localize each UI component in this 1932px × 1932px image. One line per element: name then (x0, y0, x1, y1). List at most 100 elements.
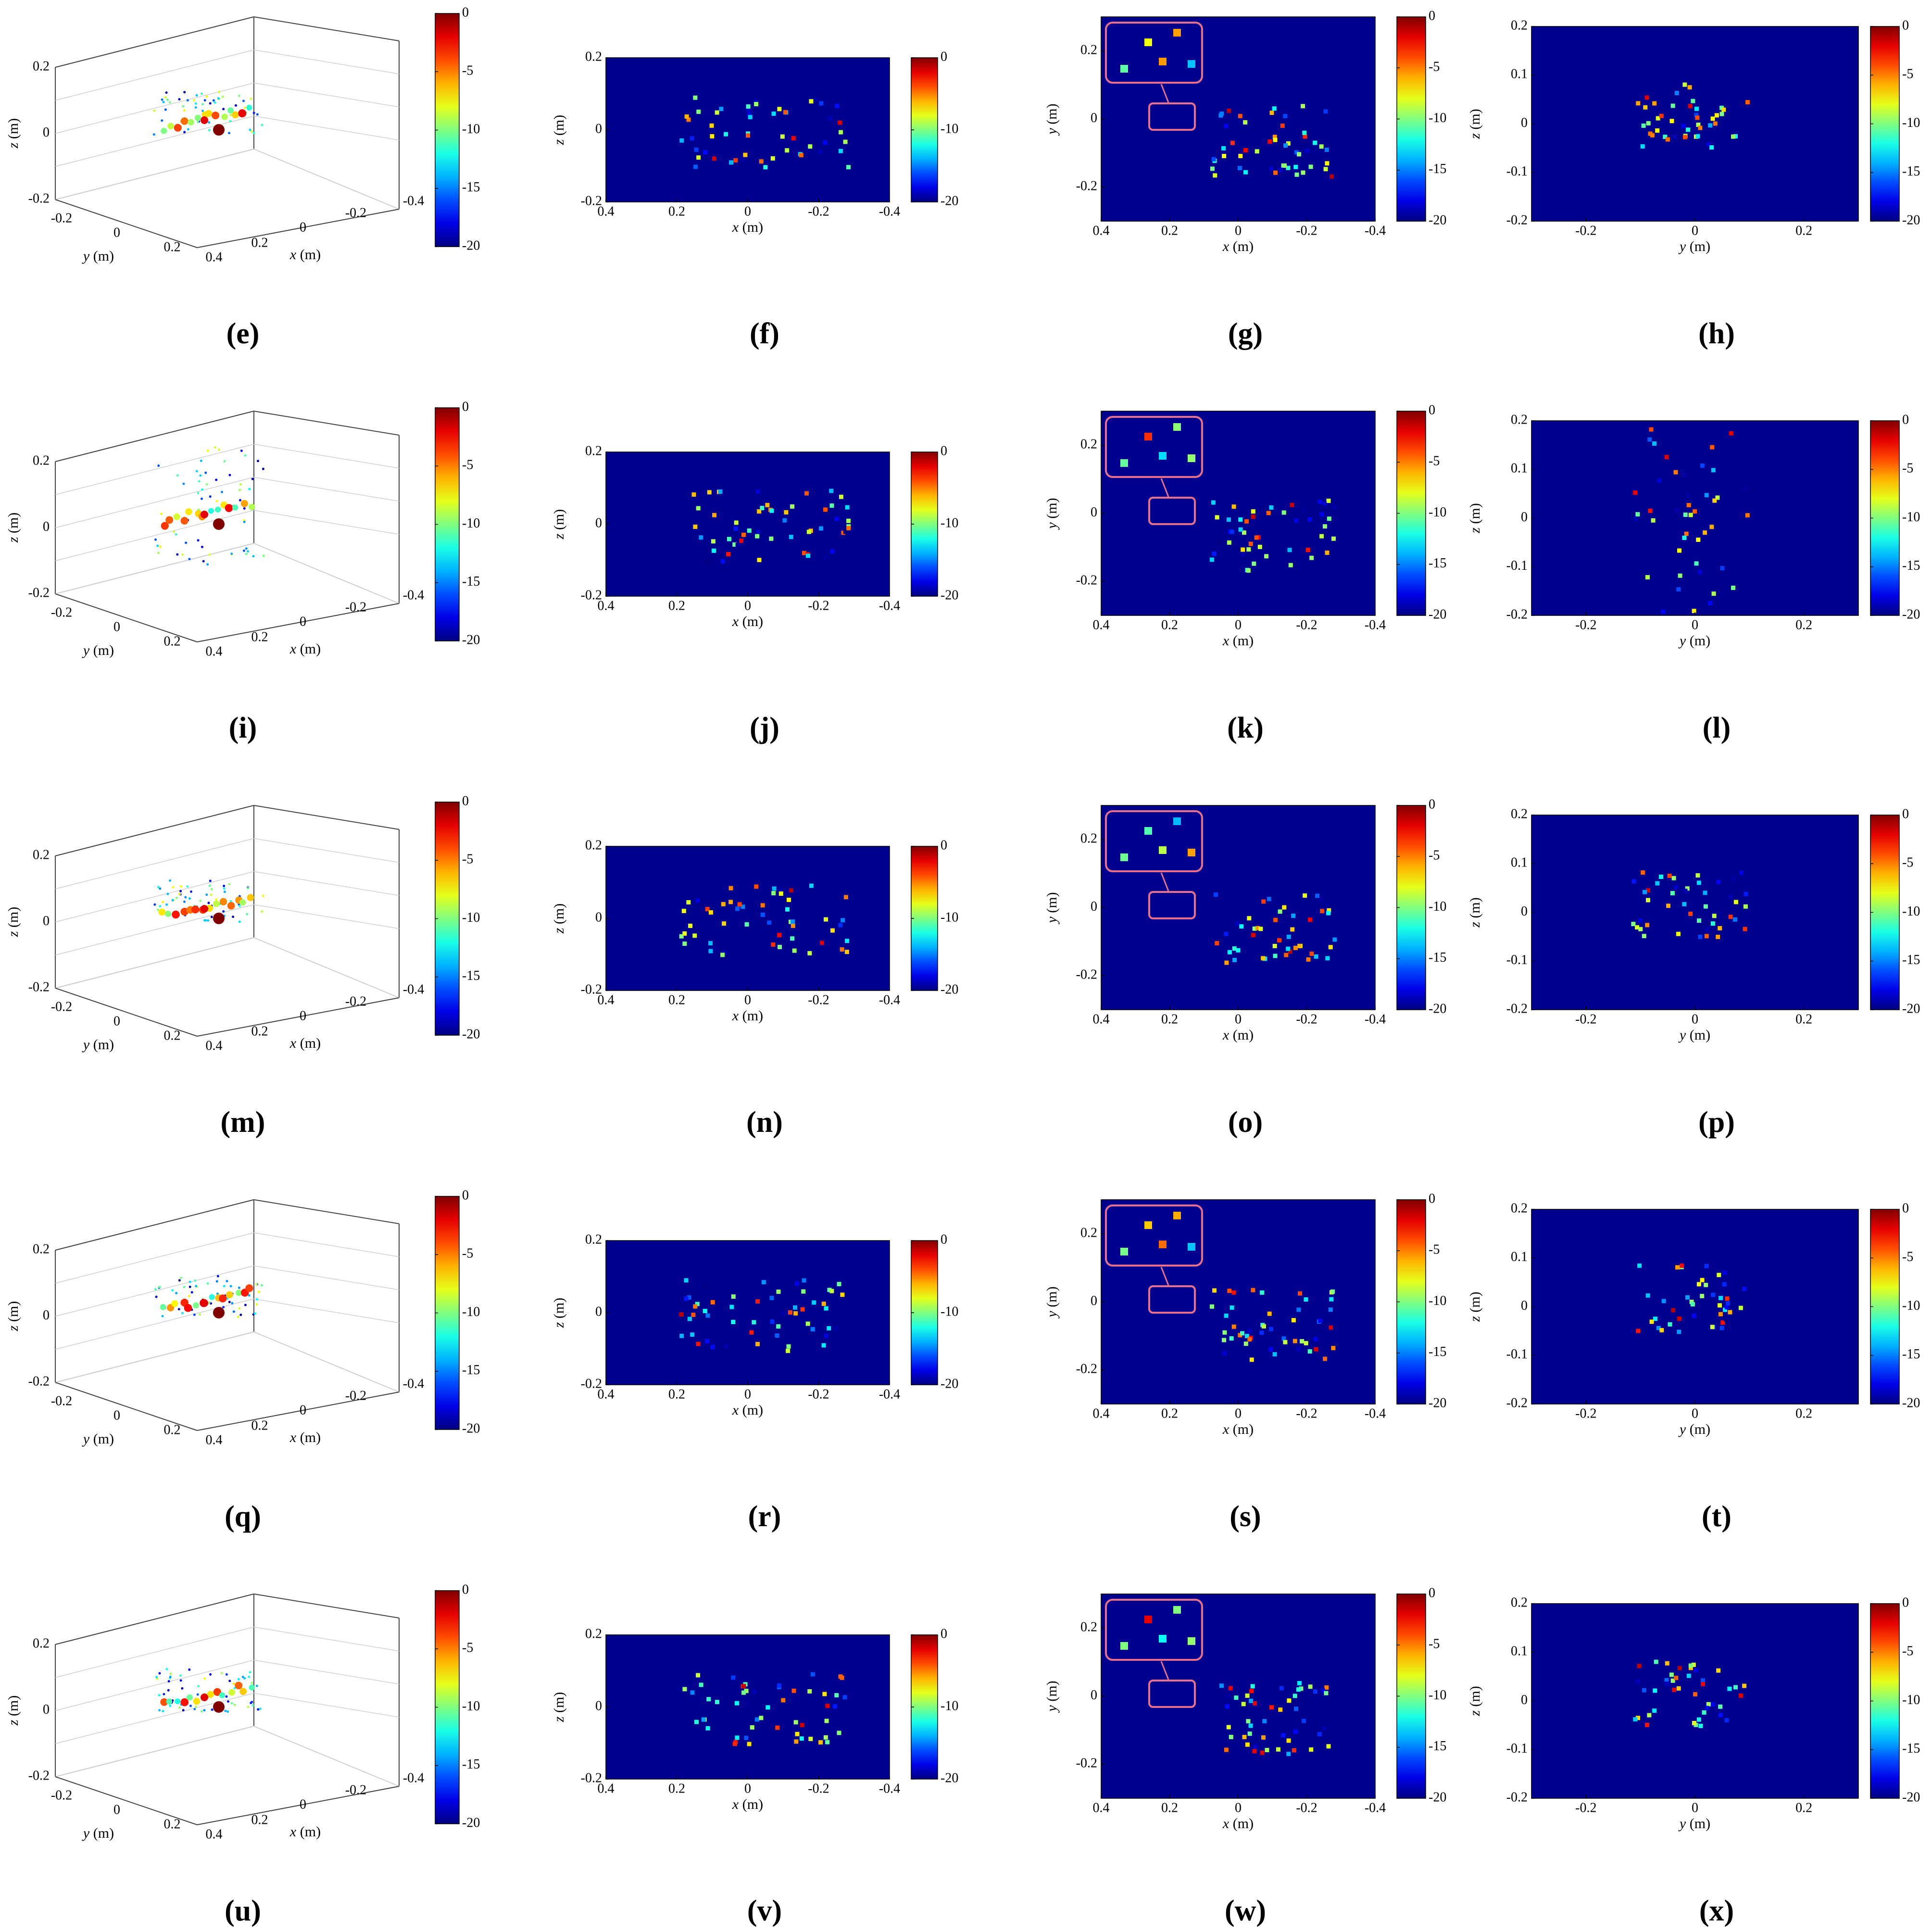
scatter-point (208, 884, 211, 887)
yz-pixel (1674, 1676, 1679, 1681)
xy-pixel (1240, 552, 1245, 557)
scatter-point-strong (213, 900, 220, 907)
scatter-point (240, 450, 243, 452)
scatter-point (188, 558, 191, 561)
yz-x-axis-label: y (m) (1678, 238, 1710, 254)
yz-pixel (1649, 1319, 1654, 1324)
xy-pixel (1226, 1725, 1231, 1730)
yz-pixel (1716, 1668, 1721, 1673)
xy-xtick-label: -0.4 (1365, 223, 1386, 238)
scatter-point (183, 109, 186, 112)
grid-line (55, 1232, 254, 1284)
zoom-inset-frame (1105, 22, 1203, 84)
yz-pixel (1697, 918, 1702, 923)
scatter-point (176, 474, 179, 477)
scatter-point (232, 1310, 235, 1313)
z-tick-label: 0 (43, 519, 50, 534)
xy-pixel (1294, 518, 1299, 523)
grid-line (253, 444, 400, 469)
xz-cbar-tick-label: 0 (941, 49, 947, 64)
xy-pixel (1332, 504, 1337, 509)
inset-pixel (1120, 1642, 1128, 1650)
xy-pixel (1330, 1289, 1335, 1294)
scatter-point-strong (191, 905, 200, 914)
yz-pixel (1649, 1720, 1654, 1725)
xz-pixel (710, 1344, 715, 1349)
yz-pixel (1692, 609, 1696, 614)
yz-pixel (1710, 1702, 1715, 1707)
xz-pixel (692, 933, 697, 938)
grid-line (253, 82, 400, 108)
grid-line (55, 871, 254, 923)
xy-pixel (1307, 1349, 1312, 1354)
yz-xtick-label: -0.2 (1575, 1406, 1596, 1421)
yz-ytick-label: 0 (1521, 904, 1528, 919)
xy-pixel (1212, 1288, 1217, 1293)
xz-pixel (735, 1701, 739, 1706)
xy-cbar-tick-label: -10 (1429, 1293, 1446, 1308)
scatter-point (261, 124, 263, 126)
y-tick-label: 0.2 (164, 239, 181, 254)
yz-pixel (1733, 1685, 1738, 1690)
yz-pixel (1656, 1326, 1661, 1330)
scatter-point (186, 99, 189, 102)
xy-pixel (1320, 1688, 1325, 1693)
xz-pixel (823, 140, 828, 145)
yz-pixel (1692, 1721, 1696, 1725)
scatter-point-strong (235, 1681, 243, 1690)
zoom-connector (1160, 1267, 1169, 1286)
yz-pixel (1677, 1316, 1681, 1321)
xz-cbar-tick-label: -10 (941, 1698, 958, 1713)
scatter-point-strong (228, 1689, 235, 1696)
xz-pixel (746, 104, 751, 109)
floor-3d (53, 542, 401, 643)
grid-line (253, 1693, 400, 1718)
xz-pixel (735, 906, 740, 911)
scatter-point (257, 1708, 260, 1711)
xy-pixel (1278, 909, 1282, 914)
xz-pixel (819, 526, 824, 531)
yz-pixel (1669, 1672, 1674, 1677)
yz-xtick-label: 0.2 (1795, 617, 1812, 632)
scatter-point (213, 101, 216, 104)
xy-pixel (1286, 141, 1291, 146)
scatter-point (201, 110, 204, 113)
xz-xtick-label: 0.2 (668, 598, 685, 613)
xy-pixel (1222, 1351, 1227, 1355)
back-top-edge (55, 411, 254, 462)
xz-pixel (695, 1302, 700, 1306)
subfigure-label: (v) (747, 1894, 782, 1927)
yz-pixel (1648, 508, 1653, 513)
xy-pixel (1298, 1291, 1303, 1296)
xz-ytick-label: -0.2 (581, 1376, 602, 1391)
scatter-point (165, 1668, 168, 1670)
xz-xtick-label: 0.4 (598, 1781, 615, 1796)
xz-pixel (776, 1324, 781, 1329)
xz-pixel (747, 112, 752, 117)
yz-pixel (1677, 548, 1681, 553)
scatter-point (169, 879, 171, 882)
xz-pixel (846, 518, 851, 523)
yz-pixel (1727, 1686, 1732, 1691)
scatter-point (239, 483, 242, 486)
xy-pixel (1301, 104, 1305, 109)
yz-pixel (1700, 1678, 1705, 1683)
scatter-point-strong (201, 1299, 208, 1307)
scatter-point-strong (213, 1688, 221, 1696)
xz-pixel (734, 520, 739, 525)
floor-3d (53, 148, 401, 249)
xy-pixel (1325, 956, 1330, 961)
xy-pixel (1244, 519, 1249, 524)
xz-ytick-label: -0.2 (581, 982, 602, 997)
xy-cbar-tick-label: 0 (1429, 1585, 1435, 1600)
xy-pixel (1325, 161, 1330, 166)
scatter-point-strong (245, 1284, 253, 1292)
xy-pixel (1326, 499, 1331, 503)
xz-pixel (693, 164, 698, 169)
xz-pixel (718, 489, 723, 494)
xz-pixel (755, 1342, 760, 1346)
xy-pixel (1246, 568, 1251, 573)
xz-pixel (771, 942, 776, 947)
zoom-inset-frame (1105, 1204, 1203, 1267)
